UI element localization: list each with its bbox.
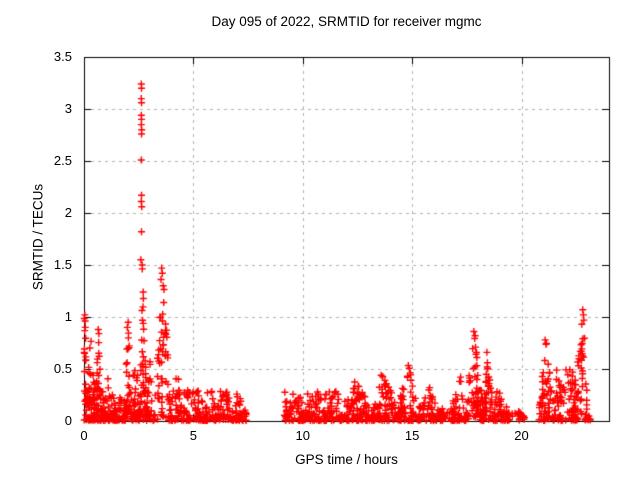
y-tick-label: 3.5 xyxy=(53,49,72,64)
y-tick-label: 2.5 xyxy=(53,153,72,168)
x-tick-label: 0 xyxy=(80,428,88,443)
x-tick-label: 15 xyxy=(404,428,420,443)
x-tick-label: 5 xyxy=(189,428,197,443)
x-tick-label: 10 xyxy=(295,428,310,443)
y-tick-label: 0 xyxy=(64,413,72,428)
y-axis-label: SRMTID / TECUs xyxy=(30,183,46,291)
x-axis-label: GPS time / hours xyxy=(295,452,398,467)
y-tick-label: 0.5 xyxy=(53,361,72,376)
y-tick-label: 1 xyxy=(64,309,72,324)
y-tick-label: 2 xyxy=(64,205,72,220)
chart-title: Day 095 of 2022, SRMTID for receiver mgm… xyxy=(211,14,482,29)
x-tick-label: 20 xyxy=(514,428,529,443)
y-tick-label: 3 xyxy=(64,101,72,116)
y-tick-label: 1.5 xyxy=(53,257,72,272)
